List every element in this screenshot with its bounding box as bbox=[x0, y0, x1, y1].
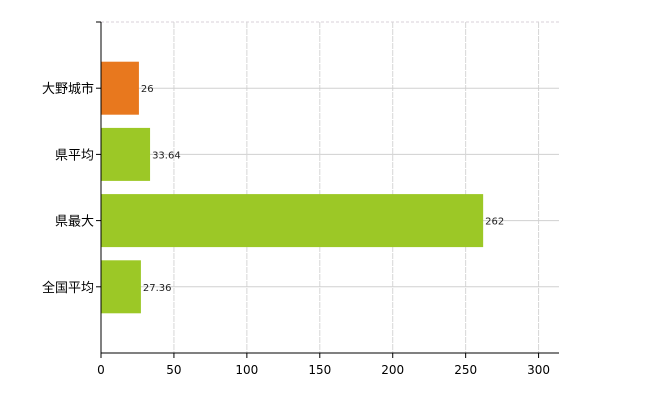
x-tick-label: 50 bbox=[166, 363, 181, 377]
bar-1 bbox=[101, 61, 139, 115]
y-tick-label: 大野城市 bbox=[42, 81, 94, 97]
x-tick-label: 100 bbox=[235, 363, 258, 377]
y-tick-label: 県平均 bbox=[55, 148, 94, 163]
y-tick-label: 県最大 bbox=[55, 215, 94, 230]
x-tick-label: 300 bbox=[527, 363, 550, 377]
bar-4 bbox=[101, 260, 141, 314]
x-tick-label: 0 bbox=[97, 363, 105, 377]
bar-2 bbox=[101, 127, 151, 181]
data-label: 26 bbox=[141, 84, 154, 95]
data-label: 27.36 bbox=[143, 283, 172, 294]
x-tick-label: 200 bbox=[381, 363, 404, 377]
y-tick-label: 全国平均 bbox=[42, 280, 94, 296]
data-label: 262 bbox=[485, 217, 504, 228]
data-label: 33.64 bbox=[152, 150, 181, 161]
x-tick-label: 250 bbox=[454, 363, 477, 377]
x-tick-label: 150 bbox=[308, 363, 331, 377]
bar-3 bbox=[101, 194, 484, 248]
